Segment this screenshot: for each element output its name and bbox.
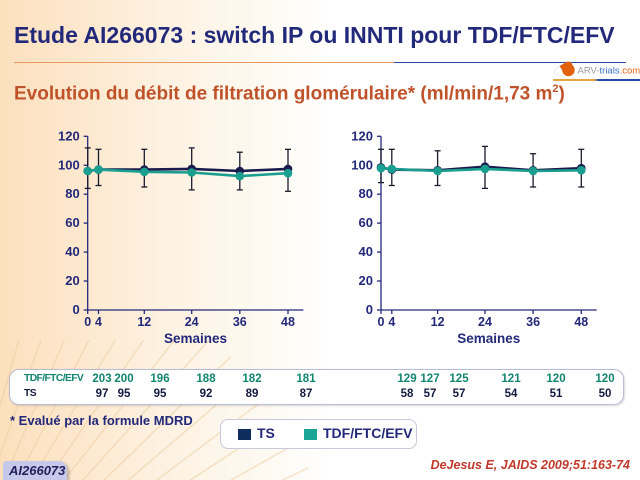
svg-text:4: 4	[95, 315, 102, 329]
svg-text:24: 24	[478, 315, 492, 329]
svg-text:80: 80	[65, 186, 79, 201]
svg-text:12: 12	[137, 315, 151, 329]
svg-text:40: 40	[359, 244, 373, 259]
svg-text:20: 20	[359, 273, 373, 288]
svg-text:Semaines: Semaines	[457, 331, 520, 346]
svg-text:0: 0	[366, 302, 373, 317]
svg-text:20: 20	[65, 273, 79, 288]
svg-text:ARV-trials.com: ARV-trials.com	[578, 66, 640, 77]
svg-text:80: 80	[359, 186, 373, 201]
svg-text:0: 0	[378, 315, 385, 329]
svg-text:36: 36	[233, 315, 247, 329]
svg-text:Semaines: Semaines	[164, 331, 227, 346]
svg-text:120: 120	[58, 128, 80, 143]
svg-text:4: 4	[388, 315, 395, 329]
svg-text:24: 24	[185, 315, 199, 329]
svg-text:100: 100	[351, 157, 373, 172]
svg-text:12: 12	[431, 315, 445, 329]
svg-text:0: 0	[84, 315, 91, 329]
svg-text:60: 60	[359, 215, 373, 230]
svg-text:100: 100	[58, 157, 80, 172]
svg-text:36: 36	[526, 315, 540, 329]
svg-text:48: 48	[574, 315, 588, 329]
svg-text:0: 0	[72, 302, 79, 317]
svg-text:40: 40	[65, 244, 79, 259]
svg-text:48: 48	[281, 315, 295, 329]
svg-text:60: 60	[65, 215, 79, 230]
svg-text:120: 120	[351, 128, 373, 143]
